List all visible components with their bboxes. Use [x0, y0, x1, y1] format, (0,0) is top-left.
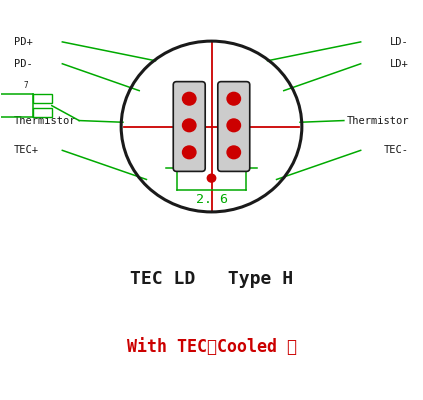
Circle shape — [182, 92, 196, 105]
Text: LD+: LD+ — [390, 59, 409, 69]
Text: PD-: PD- — [14, 59, 33, 69]
Circle shape — [207, 174, 216, 182]
Text: Thermistor: Thermistor — [14, 116, 77, 126]
Circle shape — [227, 146, 241, 159]
Circle shape — [182, 119, 196, 132]
Circle shape — [227, 119, 241, 132]
Text: TEC LD   Type H: TEC LD Type H — [130, 270, 293, 288]
Circle shape — [182, 146, 196, 159]
Text: LD-: LD- — [390, 37, 409, 47]
FancyBboxPatch shape — [218, 82, 250, 171]
Text: 2. 6: 2. 6 — [195, 193, 228, 206]
Text: Thermistor: Thermistor — [346, 116, 409, 126]
Bar — [33, 94, 52, 103]
Text: TEC+: TEC+ — [14, 145, 39, 155]
Bar — [33, 108, 52, 117]
Text: PD+: PD+ — [14, 37, 33, 47]
Text: TEC-: TEC- — [384, 145, 409, 155]
FancyBboxPatch shape — [173, 82, 205, 171]
Text: 7: 7 — [23, 80, 27, 90]
Text: With TEC（Cooled ）: With TEC（Cooled ） — [126, 338, 297, 356]
Circle shape — [227, 92, 241, 105]
